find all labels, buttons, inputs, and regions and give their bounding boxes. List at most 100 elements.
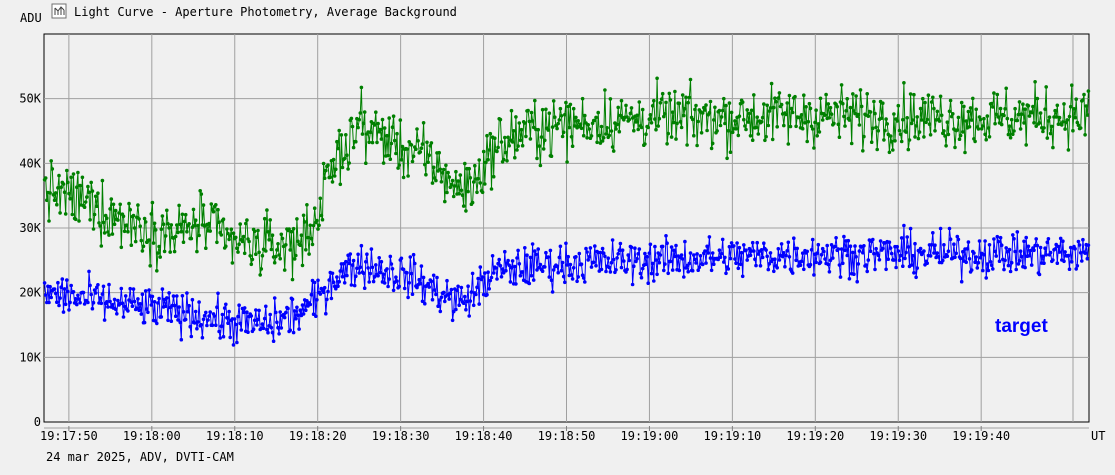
data-point <box>587 127 592 131</box>
data-point <box>1019 254 1024 259</box>
data-point <box>514 282 518 286</box>
data-point <box>700 111 705 115</box>
data-point <box>230 261 235 265</box>
data-point <box>183 317 188 322</box>
data-point <box>467 314 472 318</box>
data-point <box>347 161 352 165</box>
data-point <box>454 169 458 174</box>
data-point <box>498 263 503 268</box>
data-point <box>827 116 832 120</box>
data-point <box>219 233 224 237</box>
data-point <box>839 247 844 251</box>
data-point <box>914 275 918 280</box>
data-point <box>981 124 985 128</box>
data-point <box>1073 247 1077 251</box>
data-point <box>100 292 105 296</box>
data-point <box>139 312 144 316</box>
y-tick-label: 0 <box>34 415 41 429</box>
data-point <box>49 295 53 300</box>
data-point <box>838 275 843 279</box>
data-point <box>62 287 67 291</box>
data-point <box>82 205 87 209</box>
data-point <box>933 129 937 133</box>
data-point <box>1072 107 1076 111</box>
data-point <box>188 324 192 329</box>
data-point <box>250 257 255 262</box>
data-point <box>740 274 745 279</box>
data-point <box>1076 123 1081 127</box>
data-point <box>551 268 556 272</box>
data-point <box>137 308 141 313</box>
data-point <box>680 93 685 97</box>
data-point <box>163 304 168 309</box>
data-point <box>410 159 415 164</box>
data-point <box>268 312 273 317</box>
data-point <box>755 115 759 119</box>
data-point <box>121 315 126 319</box>
data-point <box>398 118 403 122</box>
data-point <box>646 281 650 286</box>
data-point <box>276 242 280 246</box>
data-point <box>61 182 66 186</box>
data-point <box>43 176 48 180</box>
data-point <box>998 106 1003 111</box>
data-point <box>140 292 145 297</box>
data-point <box>663 112 667 116</box>
data-point <box>559 114 564 118</box>
data-point <box>776 247 781 251</box>
data-point <box>47 219 51 223</box>
data-point <box>1066 148 1071 152</box>
data-point <box>707 111 712 115</box>
data-point <box>958 256 963 261</box>
data-point <box>632 264 636 269</box>
data-point <box>394 151 398 156</box>
data-point <box>1026 104 1031 108</box>
data-point <box>294 253 298 258</box>
data-point <box>142 320 147 325</box>
data-point <box>810 237 815 242</box>
data-point <box>662 114 666 119</box>
data-point <box>129 243 134 247</box>
data-point <box>1033 80 1037 84</box>
data-point <box>1023 107 1027 111</box>
data-point <box>785 249 789 253</box>
data-point <box>700 262 705 267</box>
data-point <box>128 286 132 291</box>
data-point <box>874 125 878 130</box>
data-point <box>132 226 137 230</box>
data-point <box>132 299 137 304</box>
data-point <box>933 243 937 247</box>
data-point <box>535 268 539 272</box>
data-point <box>887 240 892 244</box>
data-point <box>217 329 221 334</box>
data-point <box>787 93 792 98</box>
data-point <box>556 270 560 275</box>
data-point <box>847 118 852 122</box>
data-point <box>995 234 1000 239</box>
data-point <box>558 106 563 111</box>
data-point <box>852 109 856 113</box>
data-point <box>312 280 317 285</box>
data-point <box>581 133 586 138</box>
data-point <box>77 219 81 223</box>
data-point <box>947 226 952 231</box>
data-point <box>632 128 636 133</box>
data-point <box>157 244 161 249</box>
data-point <box>399 256 404 261</box>
data-point <box>571 106 576 111</box>
data-point <box>858 88 863 92</box>
data-point <box>312 206 317 210</box>
data-point <box>165 296 169 300</box>
data-point <box>143 220 148 224</box>
data-point <box>161 222 166 226</box>
data-point <box>1002 113 1006 118</box>
data-point <box>448 291 453 296</box>
data-point <box>847 277 852 281</box>
data-point <box>656 124 660 128</box>
x-tick-label: 19:19:20 <box>786 429 844 443</box>
data-point <box>583 280 587 284</box>
data-point <box>768 251 773 255</box>
data-point <box>766 267 771 272</box>
data-point <box>182 219 187 224</box>
data-point <box>931 231 935 235</box>
